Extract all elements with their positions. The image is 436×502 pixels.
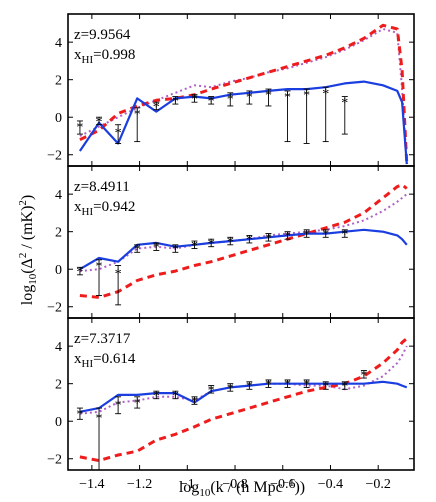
x-tick-label: −0.8: [222, 477, 247, 492]
x-tick-label: −1.2: [127, 477, 152, 492]
plot-area: * * * * * * * * * * * * * * * *: [76, 337, 408, 470]
series-line-dashed-red: [79, 183, 408, 299]
data-point: *: [115, 398, 122, 413]
panel-3: * * * * * * * * * * * * * * * * −2 0 2 4 −1.4 −1.2 −1 −0.8 −0.6 −…: [47, 317, 415, 492]
data-point: *: [246, 380, 253, 395]
data-point: *: [115, 126, 122, 141]
series-line-solid-blue: [78, 80, 408, 165]
series-line-dashed-red: [79, 337, 408, 463]
y-tick-label: 4: [55, 36, 62, 51]
x-tick-label: −1: [180, 477, 195, 492]
data-point: *: [76, 121, 83, 136]
data-point: *: [284, 91, 291, 106]
data-point: *: [76, 408, 83, 423]
data-point: *: [360, 368, 367, 383]
x-tick-label: −0.6: [270, 477, 295, 492]
y-tick-label: −2: [47, 301, 62, 316]
data-point: *: [265, 89, 272, 104]
series-line-solid-blue: [79, 380, 408, 413]
plot-area: * * * * * * * * * * * * * * *: [76, 23, 409, 165]
data-point: *: [284, 378, 291, 393]
data-point: *: [96, 115, 103, 130]
data-point: *: [153, 100, 160, 115]
neutral-fraction-label: xHI=0.942: [74, 199, 135, 218]
panel-2: * * * * * * * * * * * * * * * −2 0 2 4 z=8.4911 xHI=0.942: [47, 165, 415, 319]
data-point: *: [341, 96, 348, 111]
neutral-fraction-label: xHI=0.998: [74, 47, 135, 66]
data-point: *: [153, 389, 160, 404]
redshift-label: z=7.3717: [74, 331, 131, 347]
data-point: *: [96, 411, 103, 426]
redshift-label: z=9.9564: [74, 27, 131, 43]
data-point: *: [96, 259, 103, 274]
data-point: *: [208, 383, 215, 398]
data-point: *: [227, 381, 234, 396]
x-tick-label: −0.4: [318, 477, 343, 492]
data-point: *: [191, 395, 198, 410]
data-point: *: [191, 92, 198, 107]
data-point: *: [208, 94, 215, 109]
data-point: *: [227, 235, 234, 250]
y-tick-label: 0: [55, 415, 62, 430]
y-tick-label: 0: [55, 263, 62, 278]
data-point: *: [341, 380, 348, 395]
x-axis-label: log10(k / (h Mpc−1)): [179, 477, 305, 499]
data-point: *: [172, 243, 179, 258]
data-point: *: [76, 265, 83, 280]
data-point: *: [191, 239, 198, 254]
data-point: *: [246, 233, 253, 248]
data-point: *: [284, 229, 291, 244]
data-point: *: [134, 107, 141, 122]
data-point: *: [322, 380, 329, 395]
data-point: *: [134, 243, 141, 258]
x-tick-label: −1.4: [79, 477, 104, 492]
data-point: *: [227, 92, 234, 107]
redshift-label: z=8.4911: [74, 179, 130, 195]
data-point: *: [134, 396, 141, 411]
data-point: *: [265, 378, 272, 393]
data-point: *: [208, 237, 215, 252]
y-tick-label: 2: [55, 74, 62, 89]
data-point: *: [303, 228, 310, 243]
y-tick-label: 0: [55, 111, 62, 126]
data-point: *: [303, 378, 310, 393]
data-point: *: [265, 231, 272, 246]
data-point: *: [246, 91, 253, 106]
data-point: *: [115, 267, 122, 282]
panel-frame: [67, 317, 415, 471]
series-line-dashed-red: [79, 23, 409, 165]
y-tick-label: −2: [47, 149, 62, 164]
y-axis-label: log10(Δ2 / (mK)2): [17, 195, 39, 306]
plot-area: * * * * * * * * * * * * * * *: [76, 183, 408, 306]
series-line-solid-blue: [79, 228, 408, 271]
data-point: *: [322, 87, 329, 102]
data-point: *: [172, 389, 179, 404]
y-tick-label: 4: [55, 188, 62, 203]
y-tick-label: 4: [55, 340, 62, 355]
panel-1: * * * * * * * * * * * * * * * −2 0 2 4 z=9.9564 xHI=0.998: [47, 13, 415, 167]
data-point: *: [153, 241, 160, 256]
neutral-fraction-label: xHI=0.614: [74, 351, 136, 370]
y-tick-label: −2: [47, 453, 62, 468]
data-point: *: [303, 89, 310, 104]
y-tick-label: 2: [55, 378, 62, 393]
y-tick-label: 2: [55, 226, 62, 241]
data-point: *: [172, 94, 179, 109]
x-tick-label: −0.2: [366, 477, 391, 492]
data-point: *: [341, 228, 348, 243]
data-point: *: [322, 228, 329, 243]
